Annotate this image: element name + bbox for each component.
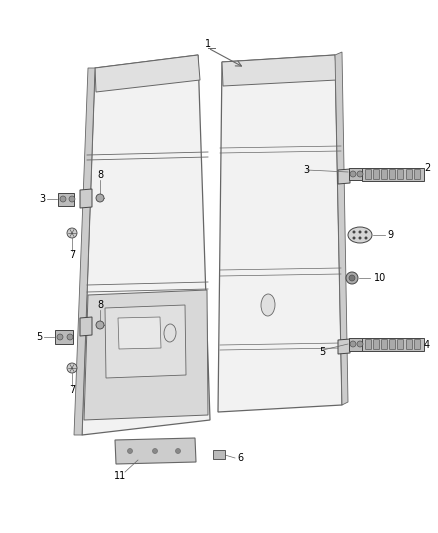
Circle shape [67,334,73,340]
FancyBboxPatch shape [414,169,420,180]
Text: 5: 5 [36,332,42,342]
Polygon shape [74,68,95,435]
Circle shape [57,334,63,340]
Polygon shape [218,55,342,412]
Polygon shape [80,317,92,336]
FancyBboxPatch shape [381,340,388,350]
Circle shape [67,228,77,238]
FancyBboxPatch shape [349,338,363,351]
Polygon shape [338,339,350,354]
Text: 9: 9 [387,230,393,240]
Text: 10: 10 [374,273,386,283]
Text: 6: 6 [237,453,243,463]
Text: 11: 11 [114,471,126,481]
Text: 8: 8 [97,170,103,180]
Circle shape [152,448,158,454]
FancyBboxPatch shape [58,193,74,206]
Circle shape [67,363,77,373]
Text: 5: 5 [319,347,325,357]
Circle shape [358,237,361,239]
FancyBboxPatch shape [406,340,413,350]
Polygon shape [82,55,210,435]
Circle shape [364,230,367,233]
Text: 8: 8 [97,300,103,310]
Polygon shape [338,169,350,184]
Circle shape [60,196,66,202]
Text: 3: 3 [39,194,45,204]
FancyBboxPatch shape [406,169,413,180]
Circle shape [357,341,363,347]
Circle shape [346,272,358,284]
Ellipse shape [261,294,275,316]
Circle shape [350,171,356,177]
FancyBboxPatch shape [398,169,403,180]
Polygon shape [84,290,208,420]
Circle shape [176,448,180,454]
FancyBboxPatch shape [381,169,388,180]
Circle shape [357,171,363,177]
Text: 3: 3 [303,165,309,175]
Text: 1: 1 [205,39,211,49]
FancyBboxPatch shape [349,168,363,180]
FancyBboxPatch shape [414,340,420,350]
Polygon shape [80,189,92,208]
FancyBboxPatch shape [55,330,73,344]
FancyBboxPatch shape [374,340,379,350]
FancyBboxPatch shape [389,340,396,350]
Text: 7: 7 [69,385,75,395]
FancyBboxPatch shape [389,169,396,180]
FancyBboxPatch shape [365,340,371,350]
FancyBboxPatch shape [374,169,379,180]
Ellipse shape [164,324,176,342]
Ellipse shape [348,227,372,243]
Polygon shape [335,52,348,405]
Circle shape [69,196,75,202]
Polygon shape [118,317,161,349]
Text: 4: 4 [424,340,430,350]
FancyBboxPatch shape [362,338,424,351]
Text: 2: 2 [424,163,430,173]
Polygon shape [95,55,200,92]
FancyBboxPatch shape [213,450,225,459]
Circle shape [364,237,367,239]
Circle shape [353,230,356,233]
Circle shape [353,237,356,239]
Circle shape [96,194,104,202]
FancyBboxPatch shape [398,340,403,350]
Polygon shape [222,55,337,86]
Circle shape [127,448,133,454]
Circle shape [350,341,356,347]
Polygon shape [105,305,186,378]
Circle shape [358,230,361,233]
Text: 7: 7 [69,250,75,260]
FancyBboxPatch shape [365,169,371,180]
Polygon shape [115,438,196,464]
Circle shape [349,275,355,281]
Circle shape [96,321,104,329]
FancyBboxPatch shape [362,168,424,181]
